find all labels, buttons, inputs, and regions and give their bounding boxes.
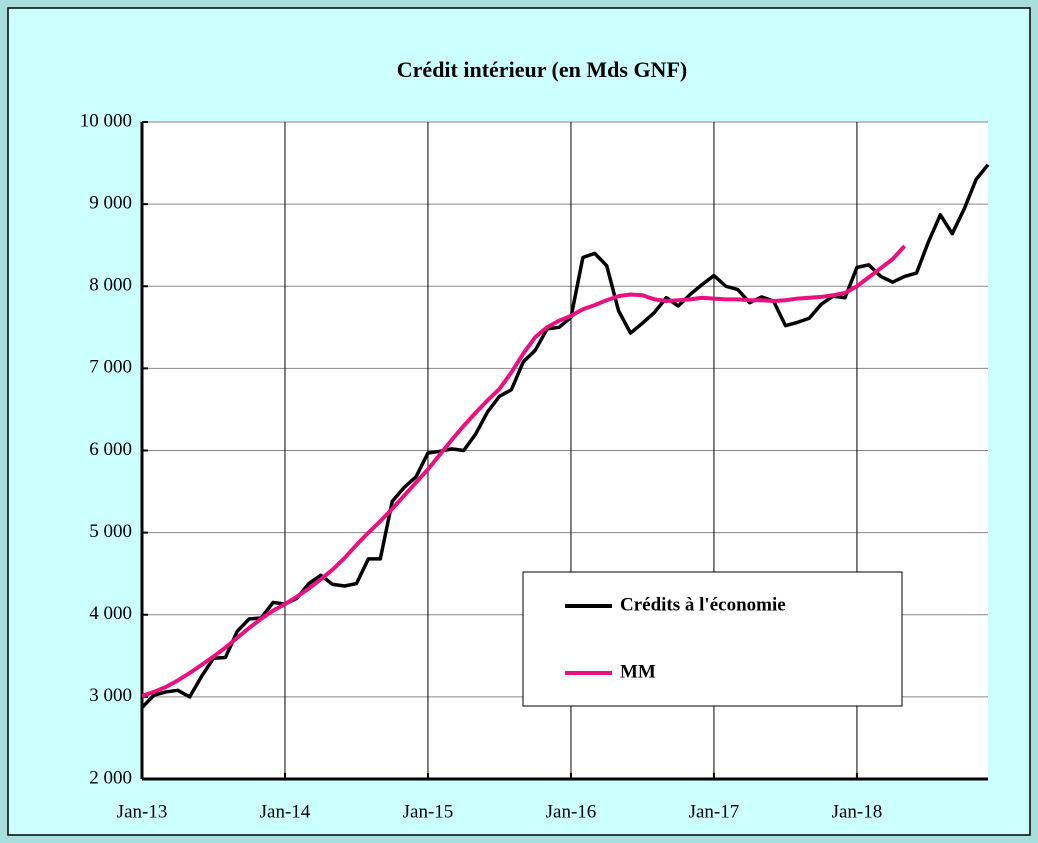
legend-box — [522, 571, 903, 707]
x-tick-label: Jan-15 — [403, 801, 454, 822]
series-line — [141, 244, 907, 698]
y-tick-label: 9 000 — [89, 192, 132, 213]
y-tick-label: 10 000 — [80, 110, 132, 131]
legend-label: MM — [620, 661, 656, 682]
y-tick-label: 5 000 — [89, 521, 132, 542]
chart-title: Crédit intérieur (en Mds GNF) — [397, 57, 687, 82]
y-tick-label: 3 000 — [89, 685, 132, 706]
lines — [140, 163, 990, 709]
x-tick-label: Jan-13 — [117, 801, 168, 822]
x-tick-label: Jan-16 — [546, 801, 597, 822]
y-tick-label: 8 000 — [89, 275, 132, 296]
y-tick-label: 7 000 — [89, 357, 132, 378]
x-tick-label: Jan-17 — [689, 801, 740, 822]
x-tick-label: Jan-14 — [260, 801, 311, 822]
y-tick-label: 6 000 — [89, 439, 132, 460]
x-tick-label: Jan-18 — [832, 801, 883, 822]
legend-label: Crédits à l'économie — [620, 594, 786, 615]
legend: Crédits à l'économie MM — [522, 571, 903, 707]
y-tick-label: 2 000 — [89, 767, 132, 788]
y-tick-label: 4 000 — [89, 603, 132, 624]
